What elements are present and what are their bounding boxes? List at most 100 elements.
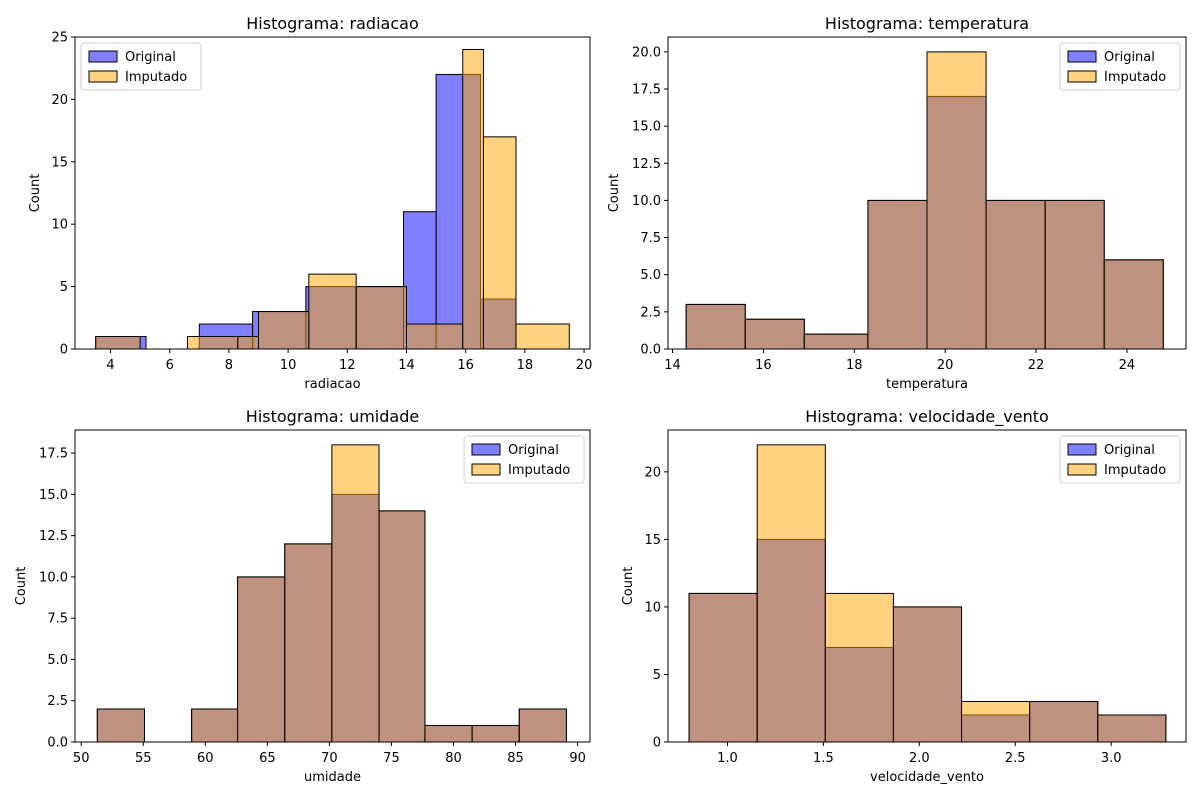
y-tick-label: 17.5 (39, 447, 68, 462)
chart-title: Histograma: radiacao (246, 14, 418, 33)
histogram-bar (355, 286, 407, 350)
series-imputado (96, 444, 567, 743)
y-tick-label: 17.5 (632, 83, 661, 98)
y-tick-label: 12.5 (632, 157, 661, 172)
histogram-bar (424, 724, 473, 743)
y-tick-label: 10.0 (39, 570, 68, 585)
x-tick-label: 90 (569, 751, 586, 766)
panel-1: 4 6 8 10 12 14 16 18 20 0 5 10 15 20 25 Histograma: rad… (28, 14, 592, 392)
legend-swatch (471, 463, 501, 476)
panel-3: 50 55 60 65 70 75 80 85 90 0.0 2.5 5.0 7.5 10.0 12.5 15… (14, 407, 591, 785)
y-tick-label: 15 (51, 155, 68, 170)
x-tick-label: 1.5 (813, 751, 834, 766)
legend-label: Imputado (1104, 70, 1166, 85)
y-axis-label: Count (14, 567, 29, 606)
legend-label: Original (1104, 443, 1155, 458)
legend-swatch (1067, 50, 1097, 63)
histogram-bar (462, 48, 484, 350)
legend-swatch (88, 50, 118, 63)
histogram-bar (95, 336, 141, 350)
x-tick-label: 6 (166, 358, 174, 373)
chart-title: Histograma: temperatura (825, 14, 1029, 33)
y-tick-label: 10.0 (632, 194, 661, 209)
series-imputado (685, 51, 1164, 350)
histogram-bar (237, 336, 260, 350)
axes-frame (74, 36, 591, 350)
y-tick-label: 5.0 (640, 268, 661, 283)
axes-frame (667, 429, 1187, 743)
x-tick-label: 3.0 (1101, 751, 1122, 766)
histogram-bar (96, 708, 145, 743)
x-tick-label: 16 (755, 358, 772, 373)
histogram-bar (744, 318, 805, 350)
x-tick-label: 60 (197, 751, 214, 766)
legend-label: Imputado (1104, 463, 1166, 478)
legend-swatch (88, 70, 118, 83)
histogram-bar (867, 199, 928, 350)
panel-4: 1.0 1.5 2.0 2.5 3.0 0 5 10 15 20 Histograma: veloc… (621, 407, 1187, 785)
x-tick-label: 12 (339, 358, 356, 373)
y-tick-label: 12.5 (39, 529, 68, 544)
x-tick-label: 2.0 (909, 751, 930, 766)
histogram-bar (191, 708, 239, 743)
x-tick-label: 2.5 (1005, 751, 1026, 766)
series-imputado (688, 444, 1167, 743)
histogram-bar (515, 323, 570, 350)
histogram-bar (803, 333, 869, 350)
y-tick-label: 7.5 (47, 612, 68, 627)
x-axis-label: temperatura (886, 377, 968, 392)
x-tick-label: 14 (398, 358, 415, 373)
histogram-bar (331, 444, 380, 743)
x-tick-label: 50 (73, 751, 90, 766)
legend-swatch (1067, 70, 1097, 83)
series-original (95, 73, 517, 350)
histogram-bar (308, 273, 357, 350)
histogram-bar (405, 323, 464, 350)
histogram-bar (482, 136, 517, 350)
histogram-bar (1044, 199, 1105, 350)
x-tick-label: 70 (321, 751, 338, 766)
x-tick-label: 20 (937, 358, 954, 373)
y-tick-label: 0 (653, 736, 661, 751)
y-tick-label: 25 (51, 31, 68, 46)
y-tick-label: 2.5 (640, 305, 661, 320)
axes-frame (667, 36, 1187, 350)
y-axis-label: Count (28, 174, 43, 213)
histogram-bar (1097, 714, 1167, 743)
histogram-bar (961, 700, 1031, 743)
y-tick-label: 0.0 (47, 736, 68, 751)
y-tick-label: 0.0 (640, 343, 661, 358)
chart-title: Histograma: velocidade_vento (805, 407, 1049, 427)
legend: Original Imputado (463, 435, 585, 484)
histogram-bar (1103, 259, 1164, 350)
histogram-bar (892, 606, 963, 743)
x-tick-label: 20 (576, 358, 593, 373)
y-tick-label: 7.5 (640, 231, 661, 246)
y-tick-label: 5.0 (47, 653, 68, 668)
x-tick-label: 10 (280, 358, 297, 373)
legend-label: Original (125, 50, 176, 65)
legend-swatch (471, 443, 501, 456)
legend-label: Imputado (125, 70, 187, 85)
x-axis-label: velocidade_vento (870, 770, 984, 785)
y-tick-label: 15.0 (39, 488, 68, 503)
histogram-bar (688, 592, 758, 743)
y-axis-label: Count (607, 174, 622, 213)
x-tick-label: 8 (225, 358, 233, 373)
chart-title: Histograma: umidade (246, 407, 419, 426)
histogram-bar (471, 724, 520, 743)
legend-label: Imputado (508, 463, 570, 478)
x-tick-label: 18 (846, 358, 863, 373)
histogram-bar (258, 311, 310, 350)
x-tick-label: 18 (517, 358, 534, 373)
y-tick-label: 0 (60, 343, 68, 358)
legend: Original Imputado (1059, 42, 1181, 91)
legend-label: Original (1104, 50, 1155, 65)
histogram-bar (824, 592, 894, 743)
y-tick-label: 5 (653, 668, 661, 683)
x-tick-label: 22 (1028, 358, 1045, 373)
legend-label: Original (508, 443, 559, 458)
y-tick-label: 15 (644, 533, 661, 548)
legend: Original Imputado (80, 42, 202, 91)
